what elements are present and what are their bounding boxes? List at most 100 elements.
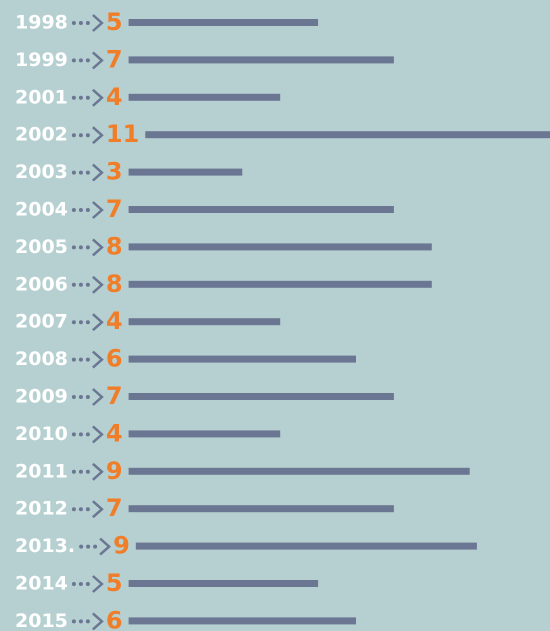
arrow-dot — [71, 95, 76, 100]
value-label: 9 — [113, 532, 130, 560]
arrow-head — [92, 462, 104, 481]
arrow-dot — [85, 357, 90, 362]
arrow-head — [92, 575, 104, 593]
arrow — [71, 238, 104, 257]
arrow-dot — [71, 282, 76, 287]
arrow — [71, 612, 104, 631]
arrow-head — [99, 537, 111, 556]
arrow-head — [92, 126, 104, 145]
category-label: 2003 — [15, 161, 68, 183]
value-label: 11 — [106, 120, 139, 148]
arrow-dot — [71, 58, 76, 63]
category-label: 2004 — [15, 199, 68, 221]
value-label: 5 — [106, 8, 123, 36]
arrow-head — [92, 238, 104, 257]
arrow-dot — [78, 469, 83, 474]
arrow-dot — [85, 582, 90, 586]
arrow-dot — [85, 432, 90, 437]
value-label: 4 — [106, 419, 123, 447]
arrow-head — [92, 163, 104, 182]
category-label: 2008 — [15, 348, 68, 370]
arrow-head — [92, 313, 104, 332]
arrow-dot — [85, 170, 90, 175]
arrow-dot — [78, 395, 83, 399]
value-label: 6 — [106, 606, 123, 631]
category-label: 2013. — [15, 535, 75, 557]
arrow-dot — [85, 282, 90, 287]
arrow-head — [92, 201, 104, 219]
bar — [128, 206, 394, 213]
value-label: 6 — [106, 345, 123, 373]
arrow — [71, 313, 104, 332]
arrow-dot — [85, 507, 90, 512]
arrow — [71, 350, 104, 369]
arrow-dot — [78, 170, 83, 175]
bar — [128, 19, 319, 26]
arrow-head — [92, 500, 104, 519]
bar — [128, 280, 432, 288]
arrow-dot — [71, 320, 76, 325]
arrow-dot — [85, 58, 90, 63]
arrow-dot — [78, 21, 83, 25]
arrow — [71, 500, 104, 519]
arrow-dot — [85, 619, 90, 624]
arrow-dot — [85, 208, 90, 212]
arrow-dot — [71, 582, 76, 586]
category-label: 2010 — [15, 423, 68, 445]
arrow-dot — [85, 21, 90, 25]
arrow-dot — [85, 95, 90, 100]
arrow-dot — [93, 544, 98, 549]
arrow-head — [92, 14, 104, 32]
bar — [128, 56, 394, 64]
value-label: 7 — [106, 45, 123, 73]
category-label: 2006 — [15, 273, 68, 295]
bar — [128, 168, 243, 176]
arrow-dot — [78, 507, 83, 512]
category-label: 1998 — [15, 12, 68, 34]
arrow — [71, 14, 104, 32]
bar — [128, 318, 281, 326]
arrow-dot — [78, 357, 83, 362]
category-label: 2015 — [15, 610, 68, 631]
arrow-dot — [71, 245, 76, 250]
arrow-dot — [71, 170, 76, 175]
arrow-dot — [85, 133, 90, 138]
arrow-dot — [78, 432, 83, 437]
category-label: 2012 — [15, 498, 68, 520]
arrow-dot — [78, 58, 83, 63]
arrow-dot — [71, 432, 76, 437]
bar — [128, 505, 394, 513]
arrow-dot — [85, 469, 90, 474]
value-label: 7 — [106, 382, 123, 410]
value-label: 7 — [106, 195, 123, 223]
arrow-head — [92, 612, 104, 631]
arrow — [71, 575, 104, 593]
category-label: 2001 — [15, 86, 68, 108]
arrow-dot — [79, 544, 84, 549]
arrow-dot — [71, 357, 76, 362]
bar — [145, 131, 550, 139]
arrow-dot — [71, 619, 76, 624]
arrow — [71, 51, 104, 70]
bar — [128, 467, 470, 475]
value-label: 5 — [106, 569, 123, 597]
arrow-dot — [78, 208, 83, 212]
arrow-dot — [71, 395, 76, 399]
bar — [128, 243, 432, 251]
value-label: 8 — [106, 232, 123, 260]
value-label: 8 — [106, 270, 123, 298]
category-label: 2014 — [15, 573, 68, 595]
arrow — [71, 88, 104, 107]
category-label: 2007 — [15, 311, 68, 333]
arrow-dot — [85, 245, 90, 250]
arrow — [71, 126, 104, 145]
arrow — [71, 163, 104, 182]
arrow — [71, 425, 104, 444]
arrow — [71, 275, 104, 294]
arrow-dot — [86, 544, 91, 549]
arrow-dot — [78, 133, 83, 138]
arrow-dot — [71, 133, 76, 138]
bar — [128, 393, 394, 400]
